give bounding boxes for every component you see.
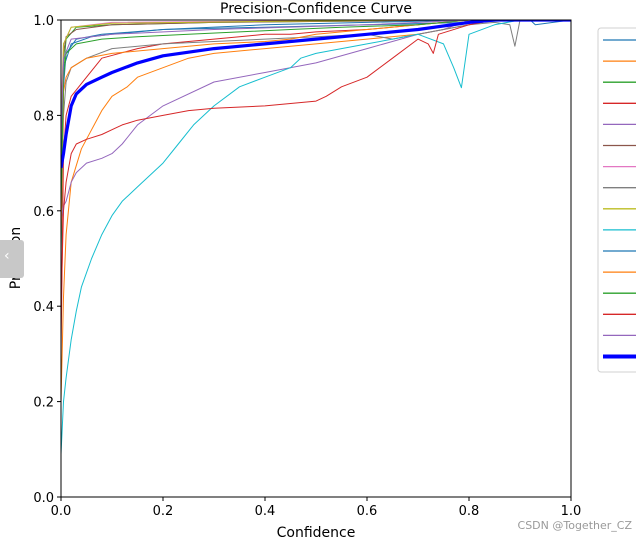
- series-line-15: [61, 20, 571, 140]
- legend: [597, 27, 636, 373]
- x-tick-label: 0.4: [255, 504, 276, 519]
- x-tick-label: 0.2: [153, 504, 174, 519]
- series-line-8: [61, 20, 571, 235]
- watermark: CSDN @Together_CZ: [517, 519, 632, 532]
- series-line-2: [61, 20, 571, 402]
- legend-frame: [597, 27, 636, 373]
- series-line-3: [61, 20, 571, 259]
- series-line-16: [61, 20, 571, 169]
- series-line-10: [61, 20, 571, 455]
- x-tick-label: 1.0: [561, 504, 582, 519]
- y-tick-label: 0.0: [33, 491, 54, 506]
- x-axis-label: Confidence: [277, 525, 356, 538]
- chevron-left-icon: ‹: [4, 248, 10, 264]
- x-tick-label: 0.8: [459, 504, 480, 519]
- y-tick-label: 1.0: [33, 14, 54, 29]
- x-tick-label: 0.6: [357, 504, 378, 519]
- y-tick-label: 0.8: [33, 109, 54, 124]
- y-tick-label: 0.4: [33, 300, 54, 315]
- series-line-11: [61, 20, 571, 187]
- chart-title: Precision-Confidence Curve: [220, 1, 412, 17]
- series-line-12: [61, 20, 571, 235]
- series-line-13: [61, 20, 571, 211]
- series-line-14: [61, 20, 571, 307]
- side-collapse-tab[interactable]: ‹: [0, 240, 24, 278]
- y-tick-label: 0.2: [33, 396, 54, 411]
- series-line-9: [61, 20, 571, 140]
- y-tick-label: 0.6: [33, 205, 54, 220]
- x-tick-label: 0.0: [51, 504, 72, 519]
- plot-frame: [60, 19, 572, 498]
- series-line-1: [61, 20, 571, 250]
